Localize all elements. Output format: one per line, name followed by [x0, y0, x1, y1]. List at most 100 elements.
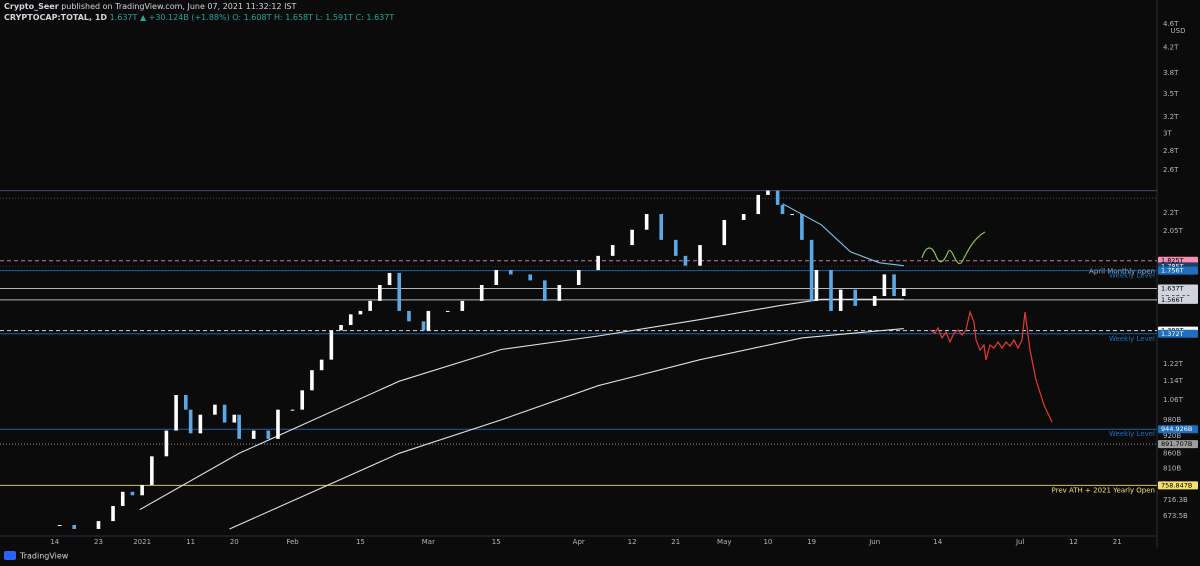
- y-tick-label: 1.14T: [1163, 377, 1184, 385]
- candle-body: [557, 284, 562, 301]
- candle-body: [150, 456, 154, 485]
- candle-body: [460, 300, 465, 311]
- candle-body: [130, 491, 135, 496]
- price-tag: [1158, 329, 1198, 338]
- x-tick-label: 15: [356, 538, 365, 546]
- y-tick-label: 3T: [1163, 129, 1172, 137]
- candle-body: [368, 300, 372, 311]
- logo: [4, 551, 16, 560]
- candle-body: [596, 255, 600, 271]
- price-tag-label: 891.707B: [1161, 440, 1192, 448]
- x-tick-label: 10: [763, 538, 772, 546]
- candle-body: [683, 255, 688, 266]
- candle-body: [174, 395, 178, 431]
- candle-body: [494, 270, 499, 285]
- y-tick-label: 2.6T: [1163, 166, 1179, 174]
- candle-body: [421, 321, 426, 331]
- level-annotation: April Monthly open: [1089, 267, 1155, 275]
- y-tick-label: 3.8T: [1163, 69, 1179, 77]
- projection-down: [929, 309, 1053, 423]
- x-tick-label: 20: [230, 538, 239, 546]
- candle-body: [780, 204, 785, 215]
- x-tick-label: 12: [628, 538, 637, 546]
- candle-body: [339, 324, 343, 331]
- x-tick-label: 21: [1113, 538, 1122, 546]
- level-annotation: Prev ATH + 2021 Yearly Open: [1052, 486, 1155, 494]
- candle-body: [479, 284, 484, 301]
- candle-body: [673, 239, 678, 256]
- price-tag-label: 944.926B: [1161, 425, 1192, 433]
- candle-body: [198, 414, 203, 434]
- candle-body: [659, 214, 664, 240]
- candle-body: [319, 359, 324, 371]
- candle-body: [722, 219, 727, 246]
- candle-body: [814, 270, 819, 301]
- published: published on TradingView.com, June 07, 2…: [61, 2, 296, 11]
- y-tick-label: 4.2T: [1163, 43, 1179, 51]
- price-tag-label: 1.825T: [1161, 257, 1184, 265]
- candle-body: [542, 280, 547, 301]
- candle-body: [892, 274, 896, 297]
- level-annotation: Weekly Level: [1109, 272, 1155, 280]
- candle-body: [426, 310, 431, 331]
- y-tick-label: 2.8T: [1163, 147, 1179, 155]
- candle-body: [800, 214, 804, 240]
- candle-body: [378, 284, 382, 301]
- candle-body: [766, 190, 770, 195]
- last-price: 1.637T: [110, 13, 138, 22]
- price-tag-label: 758.847B: [1161, 481, 1192, 489]
- x-tick-label: Apr: [573, 538, 585, 546]
- candle-body: [809, 239, 814, 301]
- candle-body: [164, 430, 169, 457]
- x-tick-label: Mar: [422, 538, 435, 546]
- candle-body: [111, 506, 115, 522]
- candle-body: [213, 404, 217, 415]
- y-tick-label: 980B: [1163, 416, 1181, 424]
- price-tag: [1158, 440, 1198, 449]
- candle-body: [610, 245, 615, 256]
- candle-body: [251, 430, 256, 439]
- candle-body: [509, 270, 513, 275]
- change: ▲ +30.124B (+1.88%): [140, 13, 230, 22]
- candle-body: [790, 214, 794, 216]
- x-tick-label: Jun: [868, 538, 880, 546]
- y-tick-label: 3.5T: [1163, 90, 1179, 98]
- candle-body: [329, 330, 334, 360]
- publisher: Crypto_Seer: [4, 2, 59, 11]
- candle-body: [698, 245, 702, 266]
- x-tick-label: 14: [50, 538, 59, 546]
- price-tag: [1158, 266, 1198, 275]
- price-tag: [1158, 295, 1198, 304]
- y-tick-label: 860B: [1163, 449, 1181, 457]
- candle-body: [276, 409, 280, 439]
- x-tick-label: 19: [807, 538, 816, 546]
- x-tick-label: 14: [933, 538, 942, 546]
- y-tick-label: 1.06T: [1163, 396, 1184, 404]
- y-tick-label: 1.22T: [1163, 360, 1184, 368]
- price-tag-label: 1.372T: [1161, 330, 1184, 338]
- candle-body: [96, 521, 101, 529]
- x-tick-label: Feb: [286, 538, 299, 546]
- candle-body: [120, 491, 125, 507]
- x-tick-label: 15: [492, 538, 501, 546]
- ohlc: O: 1.608T H: 1.658T L: 1.591T C: 1.637T: [232, 13, 394, 22]
- x-tick-label: 12: [1069, 538, 1078, 546]
- level-annotation: Weekly Level: [1109, 430, 1155, 438]
- candle-body: [358, 310, 363, 315]
- y-tick-label: 810B: [1163, 465, 1181, 473]
- header-line-2: CRYPTOCAP:TOTAL, 1D 1.637T ▲ +30.124B (+…: [4, 13, 394, 22]
- candle-body: [140, 484, 144, 496]
- price-tag-label: 1.785T: [1161, 262, 1184, 270]
- candle-body: [407, 310, 411, 322]
- price-tag: [1158, 481, 1198, 490]
- candle-body: [838, 289, 843, 311]
- candle-body: [644, 214, 649, 230]
- candle-body: [853, 289, 858, 306]
- candle-body: [237, 414, 241, 439]
- candle-body: [756, 194, 761, 215]
- candle-body: [445, 310, 450, 312]
- candle-body: [232, 414, 237, 423]
- candle-body: [528, 274, 533, 281]
- candle-body: [741, 214, 746, 220]
